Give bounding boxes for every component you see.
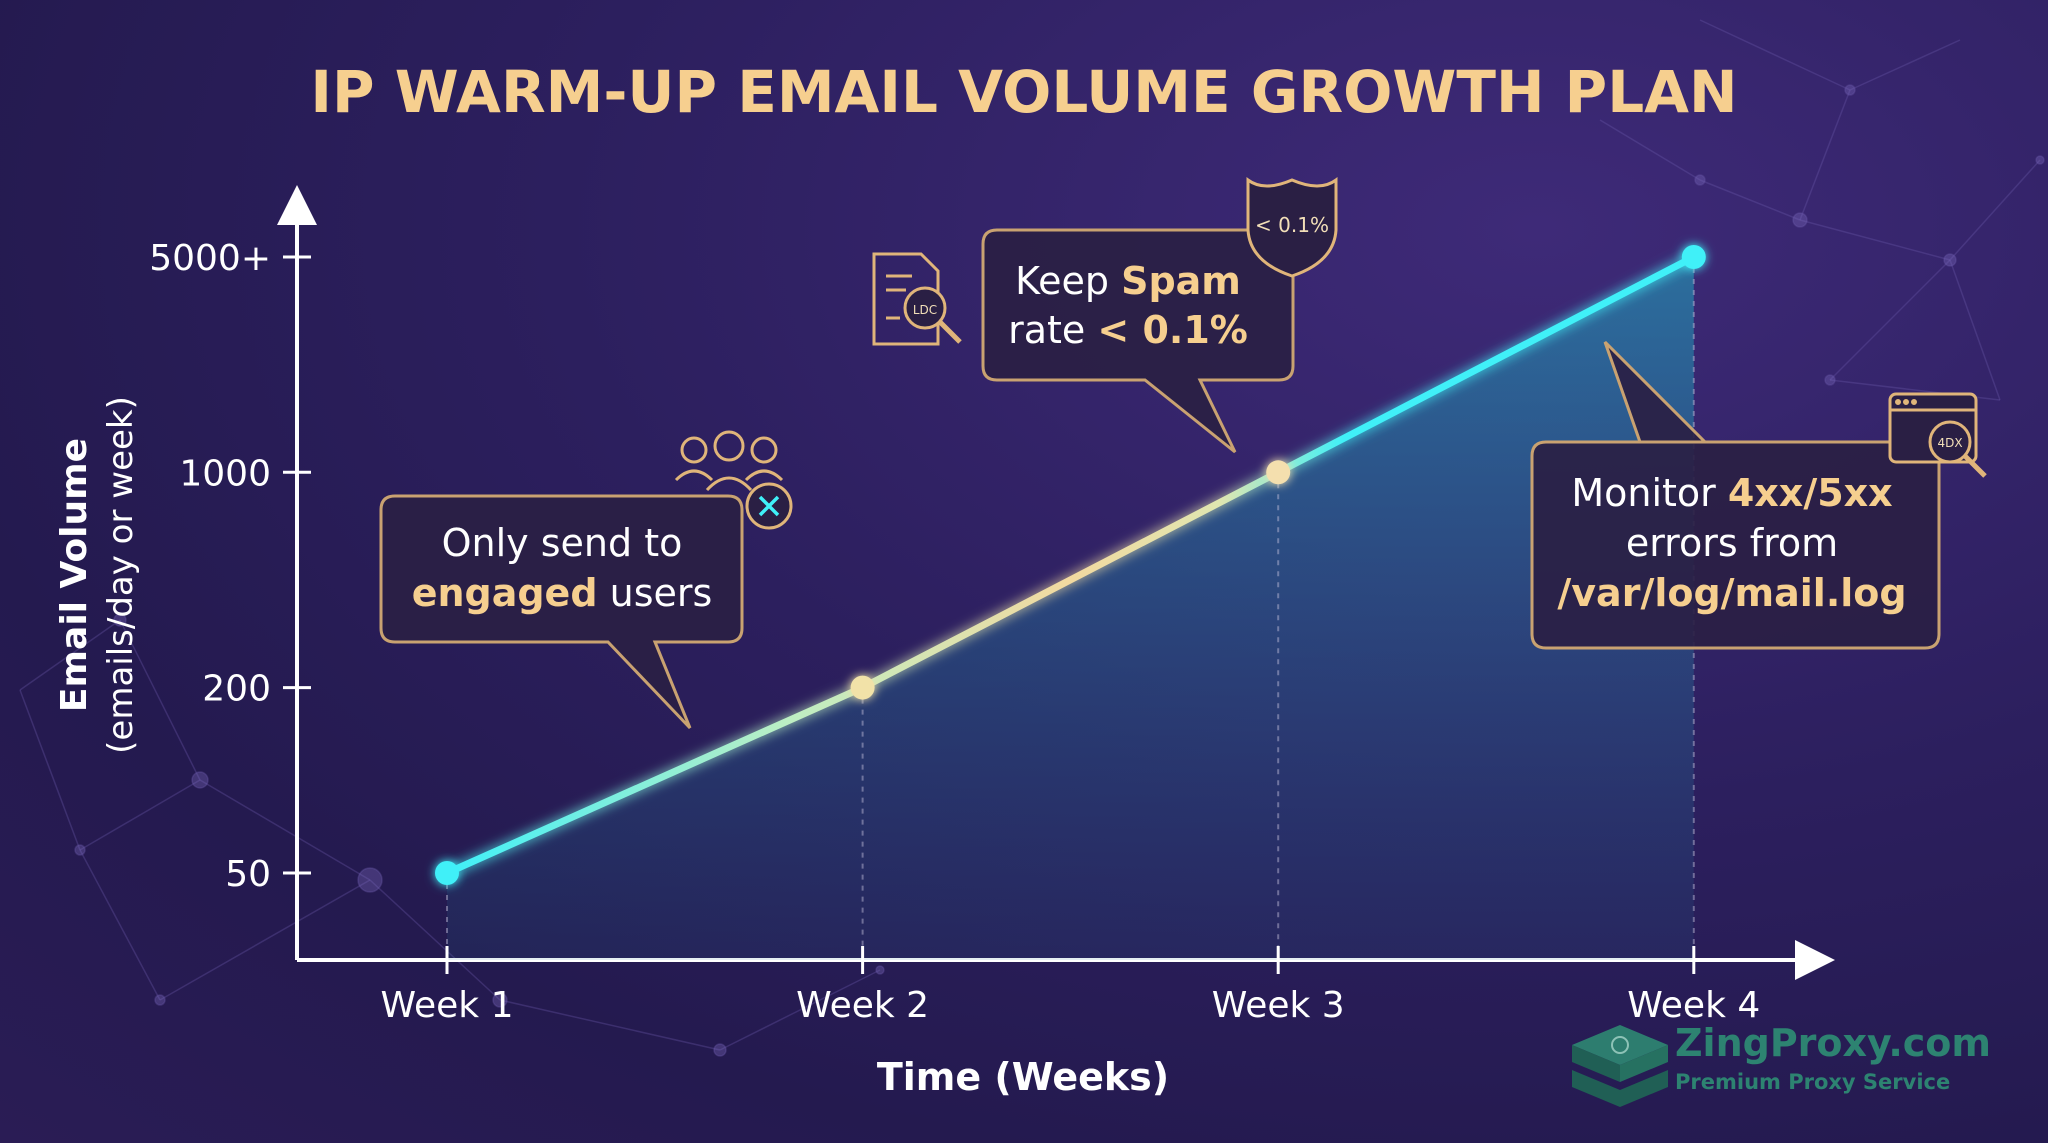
callout-monitor-prefix: Monitor xyxy=(1571,471,1728,515)
background-network-decoration xyxy=(19,19,2045,1057)
callout-spam-line2: rate < 0.1% xyxy=(1008,308,1248,352)
callout-monitor-line3: /var/log/mail.log xyxy=(1557,571,1906,615)
y-tick-label: 50 xyxy=(225,854,271,895)
data-point xyxy=(1681,245,1706,269)
y-tick-label: 200 xyxy=(202,669,271,710)
brand-tagline: Premium Proxy Service xyxy=(1675,1070,1950,1094)
callout-spam-line1: Keep Spam xyxy=(1015,259,1241,303)
chart-title: IP WARM-UP EMAIL VOLUME GROWTH PLAN xyxy=(310,58,1737,126)
callout-engaged-users: Only send to engaged users xyxy=(379,494,744,730)
callout-engaged-rest: users xyxy=(598,571,713,615)
data-point xyxy=(1266,460,1291,485)
callout-spam-line2-bold: < 0.1% xyxy=(1097,308,1247,352)
x-axis-label: Time (Weeks) xyxy=(877,1055,1169,1099)
brand-logo: ZingProxy.com Premium Proxy Service xyxy=(1572,1021,1991,1107)
x-tick-label: Week 2 xyxy=(796,985,929,1026)
browser-search-icon: 4DX xyxy=(1888,392,1987,478)
document-icon-label: LDC xyxy=(913,303,937,317)
browser-icon-label: 4DX xyxy=(1937,436,1962,450)
x-tick-label: Week 3 xyxy=(1212,985,1345,1026)
callout-spam-bold: Spam xyxy=(1121,259,1241,303)
callout-engaged-bold: engaged xyxy=(412,571,598,615)
callout-monitor-line2: errors from xyxy=(1626,521,1838,565)
callout-engaged-line2: engaged users xyxy=(412,571,713,615)
brand-name: ZingProxy.com xyxy=(1675,1021,1991,1065)
y-tick-label: 1000 xyxy=(179,453,271,494)
area-fill xyxy=(447,257,1694,960)
callout-engaged-line1: Only send to xyxy=(442,521,683,565)
y-axis-sublabel: (emails/day or week) xyxy=(101,396,141,754)
users-blocked-icon xyxy=(674,430,793,530)
callout-spam-line2-prefix: rate xyxy=(1008,308,1097,352)
data-point xyxy=(435,861,459,885)
callout-spam-rate: Keep Spam rate < 0.1% xyxy=(981,228,1295,454)
series-line xyxy=(443,253,1698,877)
x-tick-label: Week 1 xyxy=(381,985,514,1026)
y-tick-label: 5000+ xyxy=(149,238,271,279)
brand-stack-icon xyxy=(1572,1025,1668,1107)
x-tick-label: Week 4 xyxy=(1627,985,1760,1026)
callout-monitor-line1: Monitor 4xx/5xx xyxy=(1571,471,1892,515)
document-search-icon: LDC xyxy=(872,252,962,346)
callout-monitor-errors: Monitor 4xx/5xx errors from /var/log/mai… xyxy=(1530,340,1941,650)
y-axis-label: Email Volume xyxy=(54,438,95,712)
callout-spam-prefix: Keep xyxy=(1015,259,1121,303)
shield-icon: < 0.1% xyxy=(1246,177,1338,278)
shield-label: < 0.1% xyxy=(1255,213,1329,237)
callout-monitor-bold: 4xx/5xx xyxy=(1728,471,1893,515)
data-point xyxy=(850,675,875,700)
